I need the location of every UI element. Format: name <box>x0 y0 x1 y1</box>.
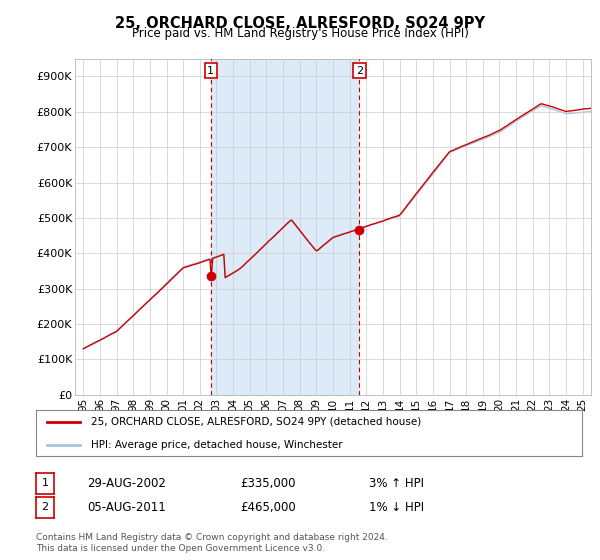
Text: 25, ORCHARD CLOSE, ALRESFORD, SO24 9PY: 25, ORCHARD CLOSE, ALRESFORD, SO24 9PY <box>115 16 485 31</box>
Text: HPI: Average price, detached house, Winchester: HPI: Average price, detached house, Winc… <box>91 440 342 450</box>
Text: 1: 1 <box>208 66 214 76</box>
Text: 25, ORCHARD CLOSE, ALRESFORD, SO24 9PY (detached house): 25, ORCHARD CLOSE, ALRESFORD, SO24 9PY (… <box>91 417 421 427</box>
Text: 29-AUG-2002: 29-AUG-2002 <box>87 477 166 490</box>
Text: 3% ↑ HPI: 3% ↑ HPI <box>369 477 424 490</box>
Text: 2: 2 <box>356 66 363 76</box>
Text: Contains HM Land Registry data © Crown copyright and database right 2024.
This d: Contains HM Land Registry data © Crown c… <box>36 533 388 553</box>
Text: 05-AUG-2011: 05-AUG-2011 <box>87 501 166 514</box>
Text: 2: 2 <box>41 502 49 512</box>
Text: £465,000: £465,000 <box>240 501 296 514</box>
Text: £335,000: £335,000 <box>240 477 296 490</box>
Text: Price paid vs. HM Land Registry's House Price Index (HPI): Price paid vs. HM Land Registry's House … <box>131 27 469 40</box>
Text: 1: 1 <box>41 478 49 488</box>
Text: 1% ↓ HPI: 1% ↓ HPI <box>369 501 424 514</box>
